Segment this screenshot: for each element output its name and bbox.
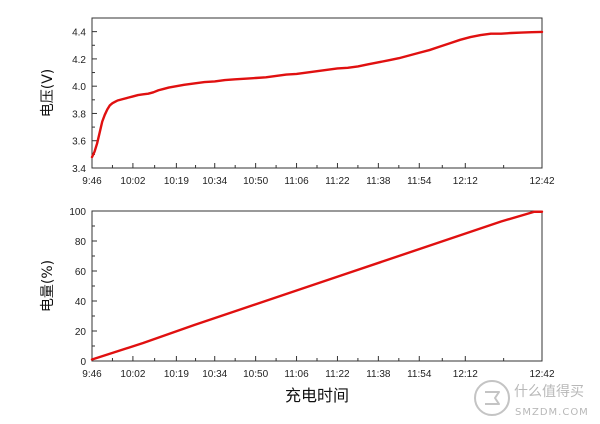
voltage-series (90, 30, 544, 159)
voltage-xtick-label: 10:50 (243, 176, 268, 187)
voltage-ytick-label: 3.4 (72, 164, 86, 175)
voltage-xtick-label: 11:54 (407, 176, 432, 187)
voltage-ytick-label: 3.8 (72, 109, 86, 120)
battery-xtick-label: 12:42 (529, 369, 554, 380)
battery-chart: 0 20 40 60 80 100 9:46 10:02 10:19 10:34 10:50 11:0… (40, 207, 555, 380)
voltage-ytick-label: 4.0 (72, 82, 86, 93)
battery-ytick-label: 80 (75, 237, 87, 248)
voltage-xtick-label: 11:38 (366, 176, 391, 187)
battery-xtick-label: 9:46 (82, 369, 102, 380)
voltage-series-line (90, 30, 544, 159)
voltage-chart: 3.4 3.6 3.8 4.0 4.2 4.4 9:46 10:02 10:19 10:34 10:… (40, 17, 555, 187)
watermark-text: 什么值得买 (514, 383, 584, 400)
voltage-plot-frame (91, 17, 543, 169)
watermark: 什么值得买 SMZDM.COM (474, 380, 589, 418)
voltage-ytick-label: 3.6 (72, 137, 86, 148)
voltage-xtick-label: 10:02 (120, 176, 145, 187)
voltage-ytick-label: 4.4 (72, 28, 86, 39)
x-axis-label: 充电时间 (285, 386, 349, 405)
battery-ticks: 0 20 40 60 80 100 9:46 10:02 10:19 10:34 10:50 11:0… (69, 207, 555, 380)
voltage-y-axis-label: 电压(V) (40, 69, 56, 118)
voltage-xtick-label: 12:12 (453, 176, 478, 187)
battery-xtick-label: 11:38 (366, 369, 391, 380)
battery-xtick-label: 12:12 (453, 369, 478, 380)
battery-ytick-label: 0 (80, 357, 86, 368)
battery-xtick-label: 10:02 (120, 369, 145, 380)
battery-y-axis-label: 电量(%) (40, 260, 56, 312)
battery-ytick-label: 20 (75, 327, 87, 338)
voltage-xtick-label: 12:42 (529, 176, 554, 187)
battery-ytick-label: 60 (75, 267, 87, 278)
voltage-xtick-label: 9:46 (82, 176, 102, 187)
battery-ytick-label: 100 (69, 207, 86, 218)
watermark-logo-icon (474, 380, 510, 416)
battery-xtick-label: 10:50 (243, 369, 268, 380)
voltage-xtick-label: 10:34 (202, 176, 227, 187)
voltage-ytick-label: 4.2 (72, 55, 86, 66)
voltage-ticks: 3.4 3.6 3.8 4.0 4.2 4.4 9:46 10:02 10:19 10:34 10:… (72, 28, 555, 187)
battery-xtick-label: 11:06 (284, 369, 309, 380)
battery-series (90, 210, 544, 361)
voltage-xtick-label: 11:06 (284, 176, 309, 187)
battery-xtick-label: 11:22 (325, 369, 350, 380)
voltage-xtick-label: 10:19 (164, 176, 189, 187)
battery-xtick-label: 10:34 (202, 369, 227, 380)
voltage-xtick-label: 11:22 (325, 176, 350, 187)
watermark-subtext: SMZDM.COM (515, 407, 589, 418)
battery-xtick-label: 11:54 (407, 369, 432, 380)
battery-ytick-label: 40 (75, 297, 87, 308)
battery-series-line (90, 210, 544, 361)
battery-xtick-label: 10:19 (164, 369, 189, 380)
